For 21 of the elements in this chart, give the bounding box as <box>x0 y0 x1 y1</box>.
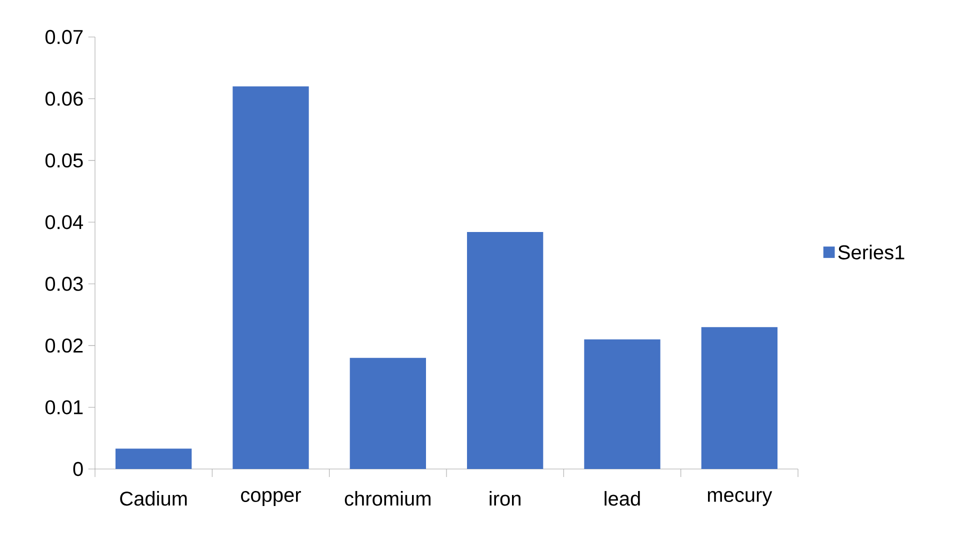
bar <box>467 232 544 469</box>
bar <box>701 327 778 469</box>
x-tick-label: lead <box>604 491 640 506</box>
bar <box>116 448 192 469</box>
legend-label: Series1 <box>838 244 904 260</box>
x-tick-label: iron <box>490 491 520 506</box>
y-tick-label: 0.06 <box>45 92 83 106</box>
bar <box>232 86 309 469</box>
x-tick-label: copper <box>241 491 301 506</box>
y-tick-label: 0.01 <box>45 400 83 414</box>
y-tick-label: 0 <box>73 462 83 476</box>
y-tick-label: 0.07 <box>45 30 83 44</box>
bar <box>584 339 660 469</box>
y-tick-label: 0.02 <box>45 338 83 353</box>
x-tick-label: chromium <box>344 491 430 506</box>
y-tick-label: 0.03 <box>45 276 83 291</box>
x-tick-label: mecury <box>708 491 772 506</box>
x-tick-label: Cadium <box>120 491 187 506</box>
y-tick-label: 0.05 <box>45 153 83 168</box>
y-tick-label: 0.04 <box>45 215 84 230</box>
bar <box>350 358 426 469</box>
